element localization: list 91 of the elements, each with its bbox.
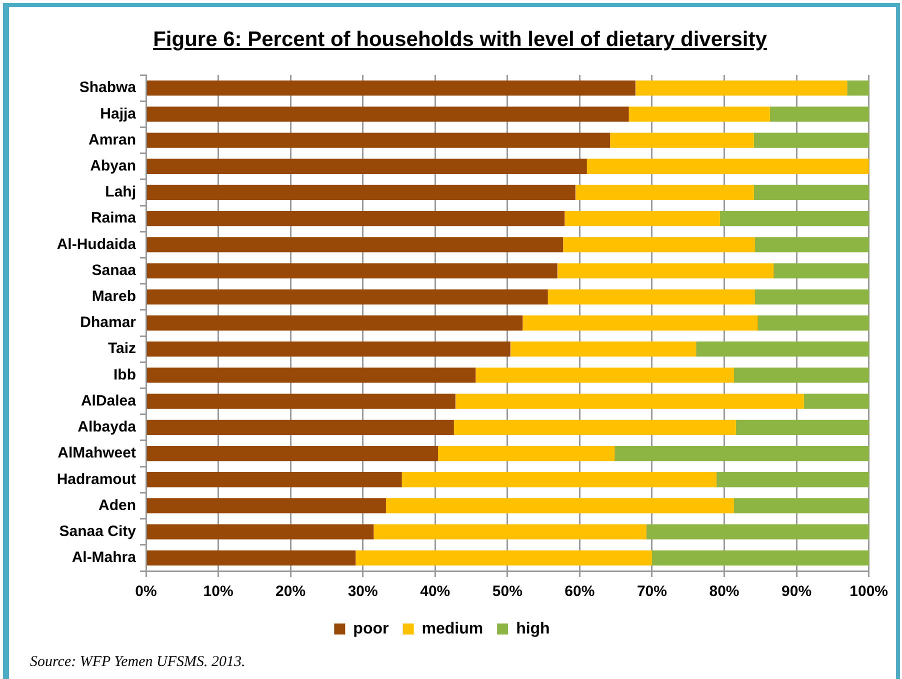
y-tick-label: Lahj <box>105 184 136 201</box>
x-tick-label: 30% <box>348 583 378 600</box>
bar <box>146 446 438 462</box>
bar <box>734 368 869 383</box>
x-tick-label: 20% <box>276 583 306 600</box>
bar <box>146 237 564 252</box>
bar <box>652 550 869 566</box>
bar <box>146 289 548 304</box>
bar <box>146 342 510 357</box>
y-tick-label: Mareb <box>92 288 136 306</box>
x-tick-label: 70% <box>636 583 667 600</box>
bar <box>146 132 610 148</box>
y-tick-label: Sanaa City <box>59 522 137 540</box>
y-tick-label: Sanaa <box>92 262 137 279</box>
y-tick-label: Dhamar <box>80 314 136 332</box>
bar <box>563 237 755 252</box>
bar <box>610 132 754 148</box>
bar <box>548 289 755 304</box>
bar <box>146 524 374 540</box>
bar <box>510 342 696 357</box>
bar <box>402 472 716 488</box>
source-note: Source: WFP Yemen UFSMS. 2013. <box>30 654 246 671</box>
bar <box>754 289 869 304</box>
bar <box>734 498 869 514</box>
bar <box>754 132 869 148</box>
x-tick-label: 50% <box>492 583 522 600</box>
bar <box>146 80 636 96</box>
bar <box>522 315 758 331</box>
bar <box>696 342 869 357</box>
y-tick-label: Taiz <box>108 340 136 358</box>
y-tick-label: Al-Hudaida <box>56 236 137 253</box>
bar <box>804 394 869 409</box>
bar <box>754 184 869 200</box>
bar <box>146 184 576 200</box>
bar <box>386 498 734 514</box>
y-tick-label: AlMahweet <box>58 444 136 462</box>
x-tick-label: 10% <box>203 583 234 600</box>
bar <box>628 106 770 122</box>
bar <box>454 420 736 435</box>
bar <box>438 446 614 462</box>
bar <box>646 524 869 540</box>
y-tick-label: Shabwa <box>79 79 137 96</box>
y-tick-label: AlDalea <box>80 392 137 410</box>
y-tick-label: Albayda <box>78 418 137 436</box>
x-tick-label: 40% <box>420 583 450 600</box>
y-tick-label: Hadramout <box>56 470 136 488</box>
bar <box>716 472 869 488</box>
legend-label: high <box>516 620 550 638</box>
bar <box>758 315 869 331</box>
y-tick-label: Abyan <box>90 158 136 175</box>
bar <box>146 211 565 226</box>
bar <box>146 420 454 435</box>
bar <box>455 394 804 409</box>
bar <box>847 80 869 96</box>
y-tick-label: Aden <box>98 496 136 514</box>
y-tick-label: Hajja <box>100 105 137 122</box>
bar <box>146 498 386 514</box>
legend-label: medium <box>422 620 484 638</box>
bar <box>564 211 720 226</box>
bar <box>770 106 869 122</box>
bar <box>146 550 356 566</box>
bar <box>146 315 523 331</box>
bar <box>557 263 774 278</box>
bar <box>146 472 402 488</box>
bar <box>736 420 869 435</box>
x-tick-label: 90% <box>782 583 812 600</box>
x-tick-label: 80% <box>709 583 740 600</box>
y-tick-label: Al-Mahra <box>72 549 137 566</box>
bar <box>476 368 734 383</box>
bar <box>614 446 869 462</box>
y-tick-label: Raima <box>90 210 137 227</box>
y-tick-label: Amran <box>88 131 136 148</box>
bar <box>754 237 869 252</box>
bar <box>575 184 754 200</box>
bar <box>635 80 848 96</box>
bar <box>374 524 646 540</box>
bar <box>146 368 476 383</box>
legend-label: poor <box>353 620 389 638</box>
bar <box>146 106 629 122</box>
x-tick-label: 60% <box>564 583 595 600</box>
bar <box>773 263 869 278</box>
bar <box>356 550 652 566</box>
y-tick-label: Ibb <box>114 366 136 384</box>
bar <box>146 394 456 409</box>
x-tick-label: 0% <box>135 583 157 600</box>
bar <box>146 263 558 278</box>
bar <box>586 158 869 174</box>
bar <box>146 158 587 174</box>
bar <box>720 211 869 226</box>
x-tick-label: 100% <box>850 583 888 600</box>
chart-title: Figure 6: Percent of households with level of dietary diversity <box>152 28 768 52</box>
